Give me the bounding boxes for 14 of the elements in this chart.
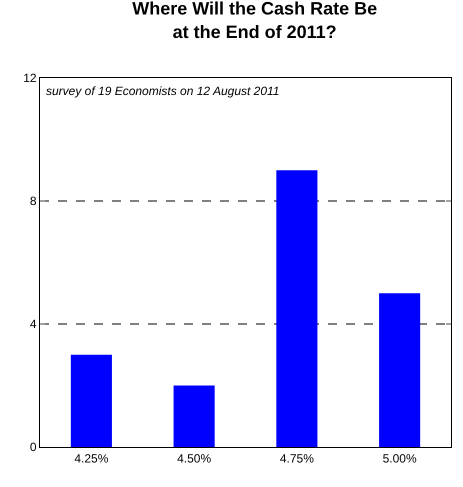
x-tick-label: 4.25% [74,451,109,466]
y-tick-label: 4 [30,317,37,332]
bar [70,354,112,447]
bar [276,170,318,447]
y-tick-label: 12 [23,71,37,86]
x-tick-label: 5.00% [382,451,417,466]
y-tick-label: 0 [30,440,37,454]
annotation: survey of 19 Economists on 12 August 2011 [46,84,280,98]
bar [174,386,215,447]
x-tick-label: 4.75% [280,451,314,466]
bar [379,293,420,447]
x-tick-label: 4.50% [177,451,212,466]
y-tick-label: 8 [30,194,37,208]
chart-title: Where Will the Cash Rate Be at the End of 2011? [132,0,378,42]
